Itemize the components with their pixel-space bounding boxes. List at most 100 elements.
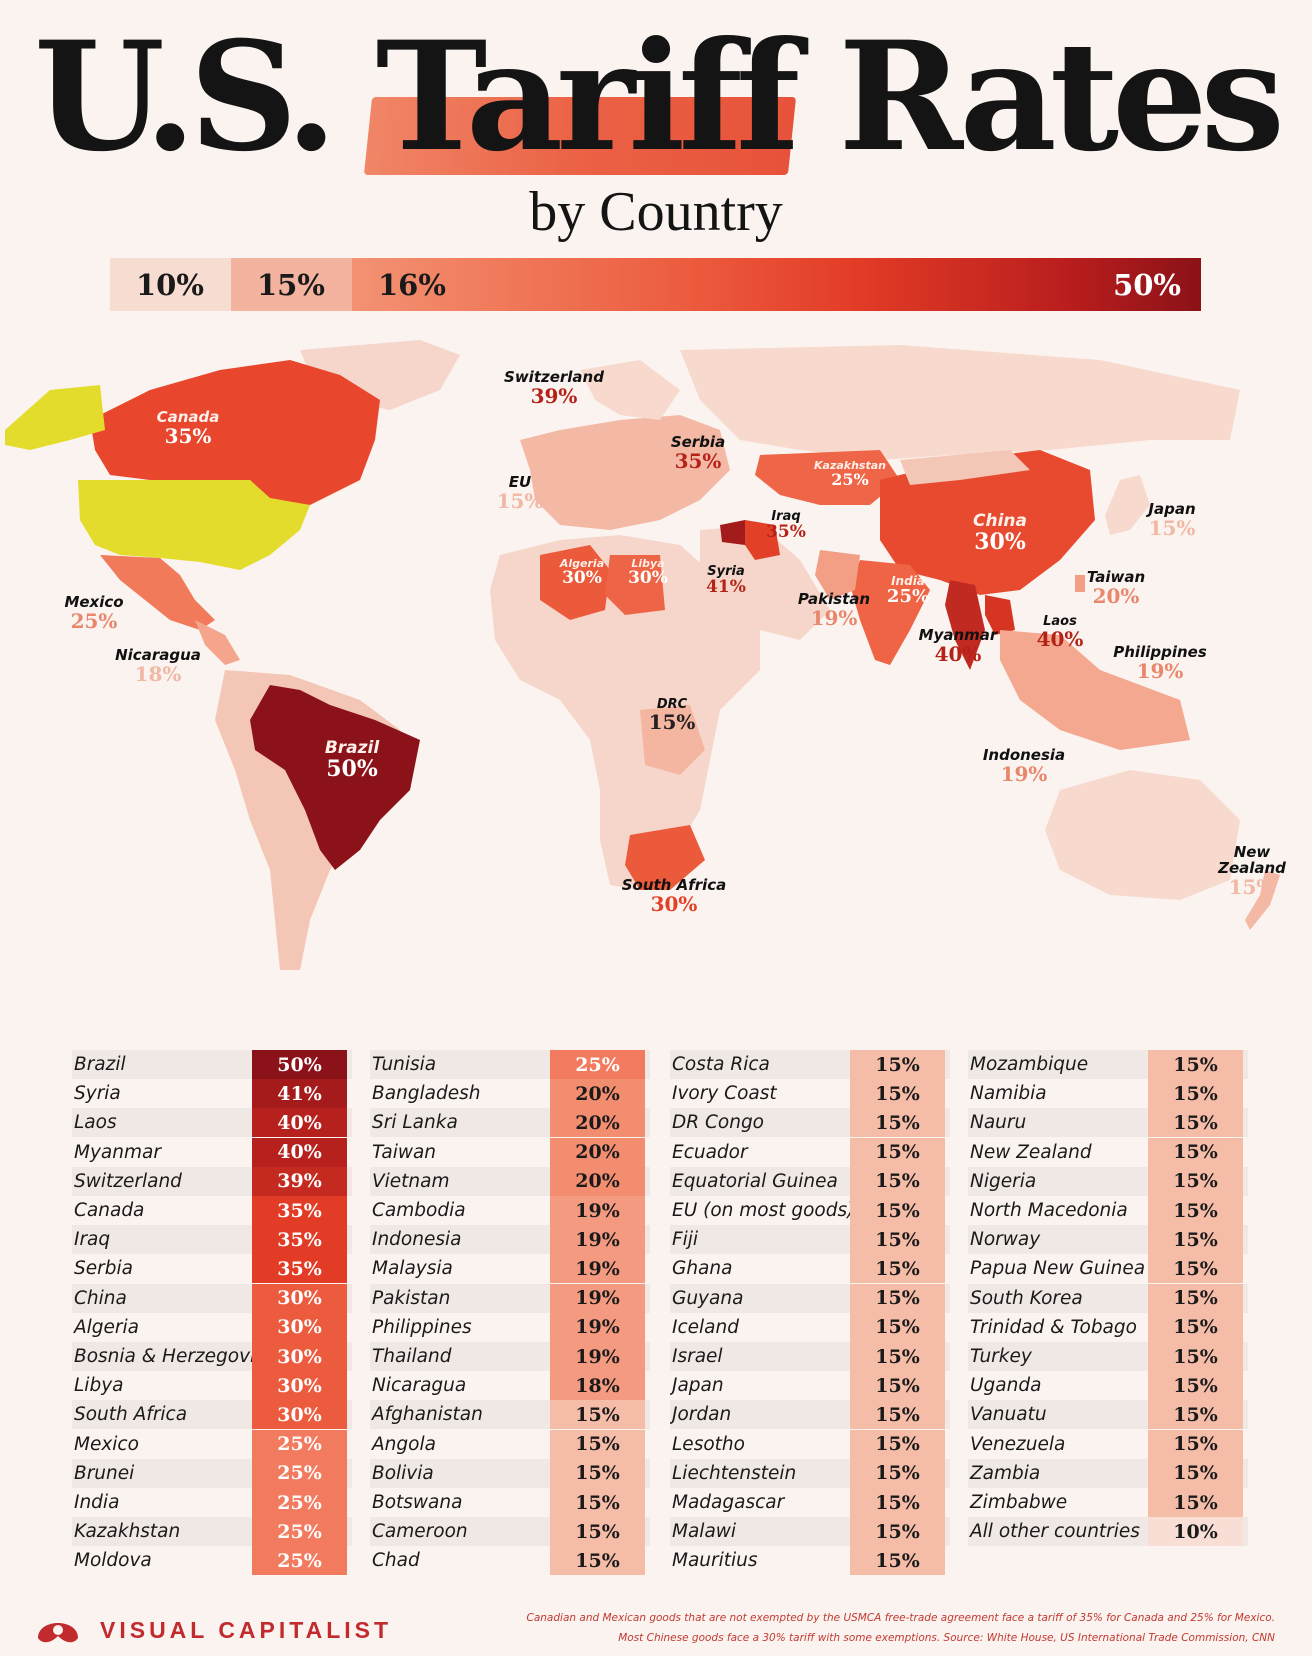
row-rate: 30% bbox=[252, 1371, 347, 1401]
row-rate: 35% bbox=[252, 1254, 347, 1284]
table-row: Iceland 15% bbox=[670, 1312, 950, 1342]
table-row: Libya 30% bbox=[72, 1371, 352, 1401]
map-label-pakistan: Pakistan 19% bbox=[797, 590, 871, 630]
row-country: Brazil bbox=[74, 1054, 126, 1075]
row-rate: 10% bbox=[1148, 1517, 1243, 1547]
map-label-libya: Libya 30% bbox=[628, 557, 668, 588]
table-row: Costa Rica 15% bbox=[670, 1050, 950, 1079]
table-row: Norway 15% bbox=[968, 1225, 1248, 1255]
region-mexico bbox=[100, 555, 215, 630]
table-row: Papua New Guinea 15% bbox=[968, 1254, 1248, 1284]
region-south-africa bbox=[625, 825, 705, 890]
row-country: Jordan bbox=[672, 1404, 732, 1426]
table-column-2: Tunisia 25% Bangladesh 20% Sri Lanka 20% Taiwa… bbox=[370, 1050, 650, 1578]
row-country: Serbia bbox=[74, 1258, 133, 1280]
legend-gradient: 16% 50% bbox=[352, 258, 1201, 311]
row-country: Libya bbox=[74, 1375, 124, 1397]
map-label-canada: Canada 35% bbox=[156, 408, 220, 448]
row-country: Liechtenstein bbox=[672, 1462, 797, 1484]
map-label-nicaragua: Nicaragua 18% bbox=[115, 646, 201, 686]
row-rate: 25% bbox=[252, 1517, 347, 1547]
row-rate: 25% bbox=[252, 1429, 347, 1459]
vc-logo-icon bbox=[38, 1623, 78, 1643]
row-country: Cameroon bbox=[372, 1521, 468, 1543]
table-row: Tunisia 25% bbox=[370, 1050, 650, 1079]
legend-stop-50: 50% bbox=[1113, 267, 1181, 302]
row-rate: 30% bbox=[252, 1312, 347, 1342]
table-row: Vanuatu 15% bbox=[968, 1400, 1248, 1430]
row-rate: 40% bbox=[252, 1108, 347, 1138]
map-label-brazil: Brazil 50% bbox=[324, 738, 380, 782]
table-row: Mauritius 15% bbox=[670, 1546, 950, 1576]
table-row: Philippines 19% bbox=[370, 1312, 650, 1342]
region-canada bbox=[90, 360, 380, 505]
table-row: Brazil 50% bbox=[72, 1050, 352, 1079]
region-usa bbox=[78, 480, 310, 570]
table-row: Afghanistan 15% bbox=[370, 1400, 650, 1430]
row-rate: 15% bbox=[1148, 1400, 1243, 1430]
row-country: DR Congo bbox=[672, 1112, 765, 1134]
row-country: North Macedonia bbox=[970, 1200, 1128, 1221]
row-rate: 19% bbox=[550, 1196, 645, 1225]
table-row: Thailand 19% bbox=[370, 1342, 650, 1371]
table-row: Algeria 30% bbox=[72, 1312, 352, 1342]
row-rate: 15% bbox=[550, 1488, 645, 1517]
row-rate: 20% bbox=[550, 1108, 645, 1138]
row-country: Mozambique bbox=[970, 1054, 1089, 1075]
row-country: Tunisia bbox=[372, 1054, 437, 1075]
table-row: Myanmar 40% bbox=[72, 1137, 352, 1167]
row-country: Nauru bbox=[970, 1112, 1027, 1134]
row-country: Thailand bbox=[372, 1346, 452, 1367]
region-syria bbox=[720, 520, 745, 545]
row-country: Papua New Guinea bbox=[970, 1258, 1146, 1280]
legend-stop-15: 15% bbox=[231, 258, 352, 311]
row-country: Kazakhstan bbox=[74, 1521, 181, 1543]
row-country: Bangladesh bbox=[372, 1083, 481, 1105]
row-rate: 20% bbox=[550, 1079, 645, 1109]
row-country: Pakistan bbox=[372, 1287, 451, 1309]
row-country: Japan bbox=[672, 1375, 724, 1397]
row-country: Uganda bbox=[970, 1375, 1042, 1397]
map-label-syria: Syria 41% bbox=[706, 564, 746, 597]
table-row: Israel 15% bbox=[670, 1342, 950, 1371]
row-rate: 15% bbox=[1148, 1196, 1243, 1225]
row-country: Afghanistan bbox=[372, 1404, 483, 1426]
table-row: Syria 41% bbox=[72, 1079, 352, 1109]
region-new-zealand bbox=[1245, 870, 1280, 930]
row-rate: 30% bbox=[252, 1400, 347, 1430]
row-country: Canada bbox=[74, 1200, 145, 1221]
row-rate: 15% bbox=[1148, 1166, 1243, 1196]
map-label-taiwan: Taiwan 20% bbox=[1086, 568, 1146, 608]
row-rate: 35% bbox=[252, 1225, 347, 1255]
row-rate: 15% bbox=[550, 1546, 645, 1576]
row-country: Malaysia bbox=[372, 1258, 453, 1280]
table-row: DR Congo 15% bbox=[670, 1108, 950, 1138]
table-row: Ecuador 15% bbox=[670, 1137, 950, 1167]
row-country: Madagascar bbox=[672, 1492, 785, 1513]
table-row: Sri Lanka 20% bbox=[370, 1108, 650, 1138]
table-row: Indonesia 19% bbox=[370, 1225, 650, 1255]
table-row: All other countries 10% bbox=[968, 1517, 1248, 1547]
table-row: New Zealand 15% bbox=[968, 1137, 1248, 1167]
row-country: South Korea bbox=[970, 1287, 1083, 1309]
row-rate: 15% bbox=[850, 1546, 945, 1576]
row-rate: 15% bbox=[1148, 1342, 1243, 1371]
row-country: Guyana bbox=[672, 1287, 744, 1309]
table-row: Angola 15% bbox=[370, 1429, 650, 1459]
row-rate: 50% bbox=[252, 1050, 347, 1079]
table-row: North Macedonia 15% bbox=[968, 1196, 1248, 1225]
region-mongolia bbox=[900, 450, 1030, 485]
footnote: Canadian and Mexican goods that are not … bbox=[380, 1608, 1275, 1648]
region-pakistan bbox=[815, 550, 860, 600]
table-row: Brunei 25% bbox=[72, 1458, 352, 1488]
table-row: Serbia 35% bbox=[72, 1254, 352, 1284]
region-iraq bbox=[745, 520, 780, 560]
row-rate: 15% bbox=[850, 1137, 945, 1167]
row-country: Fiji bbox=[672, 1229, 699, 1251]
row-country: Algeria bbox=[74, 1316, 140, 1338]
table-row: Nauru 15% bbox=[968, 1108, 1248, 1138]
region-japan bbox=[1105, 475, 1150, 535]
row-country: China bbox=[74, 1287, 127, 1309]
row-rate: 15% bbox=[550, 1517, 645, 1547]
row-rate: 15% bbox=[850, 1108, 945, 1138]
